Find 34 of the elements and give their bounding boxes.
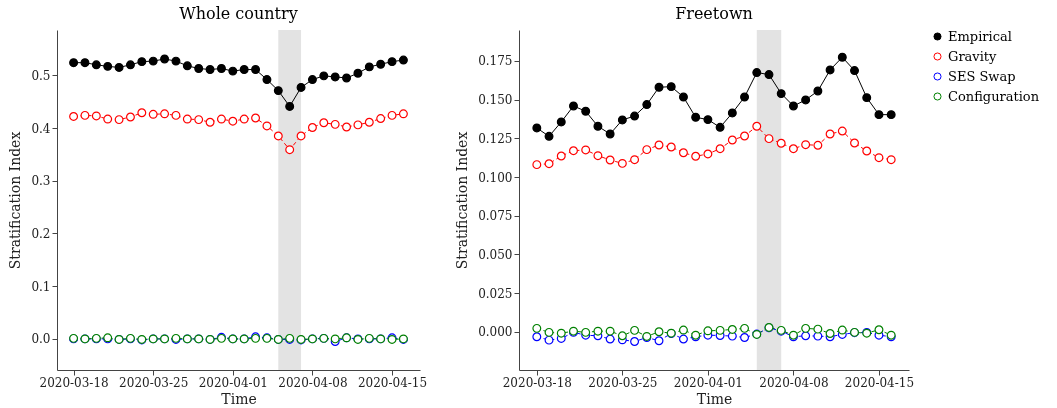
x-tick-label: 2020-04-01	[673, 375, 743, 390]
legend-label: SES Swap	[948, 68, 1016, 84]
x-tick-label: 2020-03-25	[588, 375, 658, 390]
x-tick-label: 2020-04-08	[278, 375, 348, 390]
x-tick-label: 2020-03-18	[502, 375, 572, 390]
y-tick-label: 0.100	[478, 170, 513, 185]
x-tick-label: 2020-04-15	[357, 375, 428, 390]
y-tick-label: 0.2	[31, 226, 51, 241]
y-tick-label: 0.050	[478, 247, 513, 262]
chart-title: Whole country	[179, 4, 298, 23]
y-tick-label: 0.5	[31, 68, 51, 83]
legend-label: Gravity	[948, 48, 998, 64]
y-tick-label: 0.025	[478, 286, 513, 301]
x-axis-title: Time	[221, 390, 257, 407]
x-tick-label: 2020-04-01	[198, 375, 268, 390]
y-tick-label: 0.4	[31, 121, 51, 136]
x-tick-label: 2020-03-25	[119, 375, 189, 390]
x-tick-label: 2020-04-08	[759, 375, 829, 390]
y-tick-label: 0.125	[478, 131, 513, 146]
legend-label: Empirical	[948, 28, 1012, 44]
legend-label: Configuration	[948, 88, 1040, 104]
y-tick-label: 0.0	[31, 332, 51, 347]
y-axis-title: Stratification Index	[7, 131, 24, 270]
y-axis-title: Stratification Index	[454, 131, 471, 270]
y-tick-label: 0.075	[478, 209, 513, 224]
y-tick-label: 0.150	[478, 93, 513, 108]
y-tick-label: 0.1	[31, 279, 51, 294]
y-tick-label: 0.175	[478, 54, 513, 69]
y-tick-label: 0.3	[31, 174, 51, 189]
chart-title: Freetown	[675, 4, 753, 23]
y-tick-label: 0.000	[478, 325, 513, 340]
x-tick-label: 2020-03-18	[39, 375, 109, 390]
x-tick-label: 2020-04-15	[844, 375, 915, 390]
x-axis-title: Time	[696, 390, 733, 407]
